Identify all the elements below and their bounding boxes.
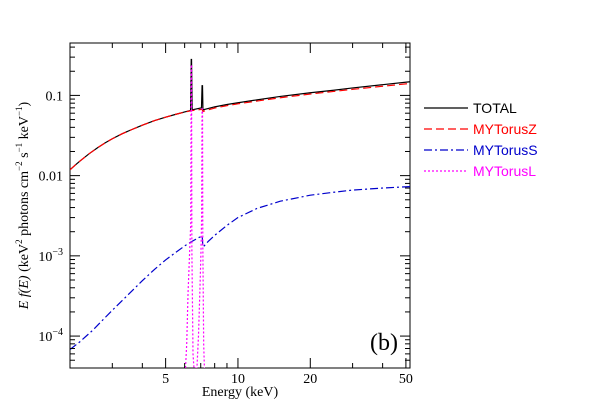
legend-label-mytorusz: MYTorusZ: [473, 121, 537, 137]
series-layer: [70, 58, 410, 368]
plot-frame: [69, 42, 411, 369]
series-line-total: [70, 58, 410, 171]
y-tick-label: 0.1: [46, 89, 64, 104]
x-tick-label: 5: [162, 372, 169, 387]
legend-label-mytoruss: MYTorusS: [473, 142, 538, 158]
series-line-mytorusz: [70, 82, 410, 171]
legend-label-total: TOTAL: [473, 100, 517, 116]
x-tick-label: 20: [303, 372, 317, 387]
series-line-mytorusl: [184, 64, 205, 368]
y-tick-label: 10−3: [38, 247, 63, 265]
x-axis-label: Energy (keV): [202, 385, 279, 400]
x-tick-label: 10: [231, 372, 245, 387]
panel-label: (b): [370, 330, 398, 356]
y-tick-label: 0.01: [39, 170, 64, 185]
series-line-mytoruss: [70, 185, 410, 350]
legend: TOTAL MYTorusZ MYTorusS MYTorusL: [424, 100, 538, 179]
y-axis-label: E f(E) (keV2 photons cm−2 s−1 keV−1): [14, 101, 32, 310]
tick-layer: 5 10 20 50 0.1 0.01 10−3 10−4: [38, 43, 413, 387]
legend-label-mytorusl: MYTorusL: [473, 163, 536, 179]
x-tick-label: 50: [399, 372, 413, 387]
y-tick-label: 10−4: [38, 327, 63, 345]
